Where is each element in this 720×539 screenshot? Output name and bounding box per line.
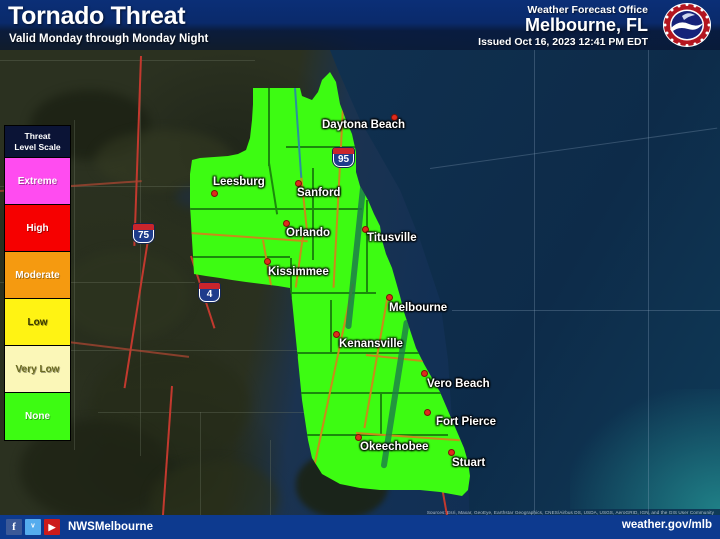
city-label: Okeechobee	[360, 441, 429, 453]
offshore-grid-line	[452, 310, 720, 311]
header-bar: Tornado Threat Valid Monday through Mond…	[0, 0, 720, 50]
threat-level-scale-legend: Threat Level Scale Extreme High Moderate Lo…	[4, 125, 71, 441]
nws-seal-icon	[663, 3, 711, 47]
legend-level-none: None	[5, 393, 70, 440]
youtube-icon[interactable]: ▶	[44, 519, 60, 535]
county-border	[330, 300, 332, 354]
city-label: Orlando	[286, 227, 331, 239]
city-label: Sanford	[297, 187, 341, 199]
city-dot	[386, 294, 393, 301]
county-border-line	[98, 412, 310, 413]
county-border	[290, 292, 376, 294]
city-dot	[211, 190, 218, 197]
legend-level-high: High	[5, 205, 70, 252]
city-dot	[448, 449, 455, 456]
office-label: Weather Forecast Office	[527, 4, 648, 16]
river-line	[294, 87, 303, 178]
county-border	[190, 208, 362, 210]
county-border-line	[60, 350, 305, 351]
city-label: Vero Beach	[427, 378, 490, 390]
city-dot	[362, 226, 369, 233]
county-border	[190, 256, 290, 258]
city-label: Melbourne	[389, 302, 448, 314]
legend-level-moderate: Moderate	[5, 252, 70, 299]
validity-subtitle: Valid Monday through Monday Night	[9, 33, 209, 45]
legend-title: Threat Level Scale	[5, 126, 70, 158]
issued-timestamp: Issued Oct 16, 2023 12:41 PM EDT	[478, 36, 648, 48]
interstate-shield-icon: 4	[199, 283, 220, 302]
county-border-line	[200, 412, 201, 522]
highway-line	[363, 299, 388, 429]
city-dot	[424, 409, 431, 416]
legend-level-extreme: Extreme	[5, 158, 70, 205]
city-dot	[283, 220, 290, 227]
social-links[interactable]: f ᵛ ▶ NWSMelbourne	[6, 519, 153, 535]
highway-line	[294, 235, 304, 288]
county-border-line	[74, 120, 75, 450]
county-border-line	[0, 282, 195, 283]
city-dot	[391, 114, 398, 121]
county-border	[366, 200, 368, 294]
county-border-line	[140, 56, 141, 456]
county-border	[268, 162, 278, 215]
city-label: Kenansville	[339, 338, 403, 350]
page-title: Tornado Threat	[8, 2, 186, 30]
offshore-grid-line	[648, 50, 649, 539]
city-dot	[264, 258, 271, 265]
city-label: Daytona Beach	[322, 119, 406, 131]
city-label: Leesburg	[213, 176, 265, 188]
city-label: Titusville	[367, 232, 417, 244]
interstate-shield-icon: 95	[333, 148, 354, 167]
city-label: Kissimmee	[268, 266, 329, 278]
county-border-line	[0, 186, 192, 187]
city-dot	[355, 434, 362, 441]
city-dot	[295, 180, 302, 187]
county-border	[296, 352, 422, 354]
office-name: Melbourne, FL	[525, 15, 648, 35]
county-border-line	[0, 60, 255, 61]
shallow-water-area	[570, 389, 720, 509]
land-texture	[60, 250, 190, 340]
map-attribution: Sources: Esri, Maxar, GeoEye, Earthstar …	[426, 510, 714, 515]
county-border	[286, 146, 366, 148]
legend-title-line2: Level Scale	[14, 141, 61, 152]
county-border	[312, 168, 314, 260]
footer-bar: f ᵛ ▶ NWSMelbourne weather.gov/mlb	[0, 515, 720, 539]
website-url[interactable]: weather.gov/mlb	[621, 519, 712, 531]
interstate-shield-icon: 75	[133, 224, 154, 243]
city-label: Fort Pierce	[436, 416, 497, 428]
legend-level-very-low: Very Low	[5, 346, 70, 393]
county-border	[380, 392, 382, 434]
county-border-line	[270, 440, 271, 522]
city-label: Stuart	[452, 457, 486, 469]
legend-title-line1: Threat	[24, 130, 51, 141]
facebook-icon[interactable]: f	[6, 519, 22, 535]
city-dot	[421, 370, 428, 377]
social-handle: NWSMelbourne	[68, 521, 153, 533]
twitter-icon[interactable]: ᵛ	[25, 519, 41, 535]
county-border	[268, 88, 270, 166]
offshore-grid-line	[534, 50, 535, 539]
city-dot	[333, 331, 340, 338]
legend-level-low: Low	[5, 299, 70, 346]
